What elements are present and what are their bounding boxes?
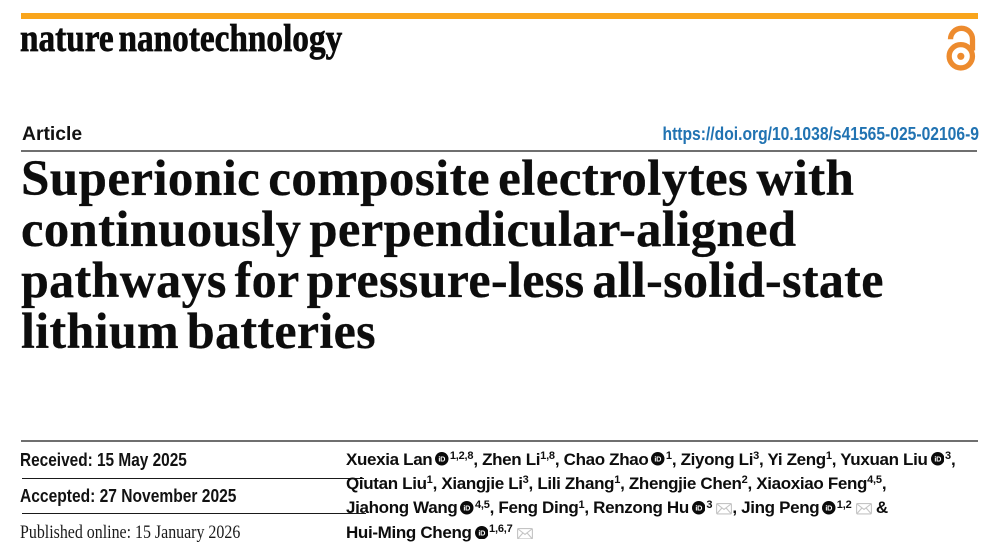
- svg-text:iD: iD: [934, 455, 941, 464]
- svg-text:iD: iD: [655, 455, 662, 464]
- svg-text:iD: iD: [478, 528, 485, 537]
- svg-text:iD: iD: [439, 455, 446, 464]
- svg-text:iD: iD: [464, 504, 471, 513]
- svg-text:iD: iD: [695, 504, 702, 513]
- svg-text:iD: iD: [826, 504, 833, 513]
